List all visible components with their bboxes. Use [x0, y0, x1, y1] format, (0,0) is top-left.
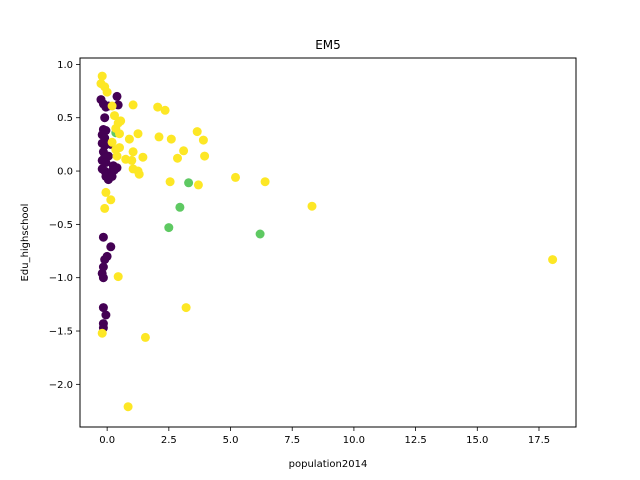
data-point-purple [98, 303, 108, 313]
y-axis-label: Edu_highschool [20, 204, 31, 282]
x-tick-label: 10.0 [343, 435, 365, 446]
y-tick-label: −1.0 [49, 273, 73, 284]
data-point-yellow [112, 151, 122, 161]
data-point-yellow [165, 177, 175, 187]
x-tick-label: 17.5 [528, 435, 550, 446]
data-point-yellow [154, 132, 164, 142]
x-ticks: 0.0 2.5 5.0 7.5 10.0 12.5 15.0 17.5 [99, 427, 550, 446]
y-tick-label: −1.5 [49, 327, 73, 338]
x-tick-label: 15.0 [466, 435, 488, 446]
data-point-yellow [193, 180, 203, 190]
data-point-yellow [133, 129, 143, 139]
data-point-yellow [110, 111, 119, 121]
data-point-yellow [160, 105, 170, 115]
data-point-yellow [140, 332, 150, 342]
data-point-purple [100, 255, 110, 265]
data-point-yellow [179, 146, 189, 156]
data-point-yellow [260, 177, 270, 187]
data-point-yellow [153, 102, 163, 112]
data-point-yellow [97, 328, 107, 338]
data-point-purple [100, 113, 110, 123]
data-point-purple [107, 171, 117, 181]
data-point-yellow [97, 71, 107, 81]
data-point-yellow [127, 155, 137, 165]
x-tick-label: 2.5 [161, 435, 177, 446]
data-point-yellow [116, 116, 126, 126]
y-tick-label: −2.0 [49, 380, 73, 391]
data-point-yellow [134, 169, 144, 179]
data-point-yellow [548, 255, 558, 265]
data-point-yellow [101, 187, 111, 197]
points-layer [96, 71, 558, 412]
x-tick-label: 12.5 [404, 435, 426, 446]
data-point-yellow [138, 152, 148, 162]
data-point-yellow [128, 147, 138, 157]
x-tick-label: 5.0 [223, 435, 239, 446]
data-point-yellow [192, 127, 202, 137]
data-point-yellow [100, 203, 110, 213]
data-point-purple [101, 310, 111, 320]
data-point-yellow [106, 195, 116, 205]
data-point-yellow [166, 134, 176, 144]
data-point-yellow [231, 172, 240, 182]
data-point-green [255, 229, 265, 239]
data-point-yellow [128, 100, 138, 110]
axes-frame [79, 57, 577, 428]
data-point-yellow [115, 143, 124, 153]
data-point-purple [106, 242, 116, 252]
x-axis-label: population2014 [289, 459, 368, 470]
data-point-purple [112, 91, 122, 101]
y-ticks: 1.0 0.5 0.0 −0.5 −1.0 −1.5 −2.0 [49, 60, 80, 391]
data-point-green [184, 178, 194, 188]
data-point-yellow [307, 201, 317, 211]
data-point-green [164, 223, 174, 233]
chart-title: EM5 [315, 38, 341, 52]
data-point-yellow [102, 87, 112, 97]
y-tick-label: 0.5 [57, 113, 73, 124]
data-point-yellow [173, 153, 182, 163]
data-point-yellow [200, 151, 210, 161]
data-point-yellow [198, 135, 208, 145]
y-tick-label: 1.0 [57, 60, 73, 71]
data-point-purple [98, 232, 108, 242]
data-point-yellow [181, 303, 191, 313]
x-tick-label: 7.5 [284, 435, 300, 446]
data-point-yellow [124, 134, 134, 144]
data-point-yellow [115, 129, 124, 139]
y-tick-label: −0.5 [49, 220, 73, 231]
x-tick-label: 0.0 [99, 435, 115, 446]
data-point-green [175, 202, 185, 212]
y-tick-label: 0.0 [57, 167, 73, 178]
data-point-yellow [113, 272, 123, 282]
data-point-yellow [123, 402, 133, 412]
data-point-purple [98, 273, 108, 283]
data-point-yellow [107, 137, 117, 147]
data-point-yellow [107, 101, 117, 111]
